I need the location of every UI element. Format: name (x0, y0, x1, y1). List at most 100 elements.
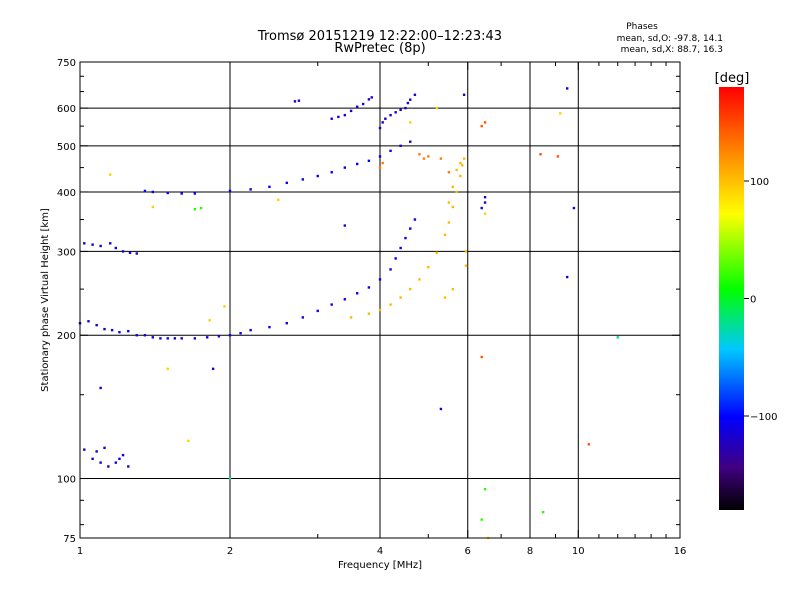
x-tick-label: 8 (527, 546, 533, 557)
colorbar-tick-label: 100 (750, 177, 769, 188)
data-point (166, 191, 169, 195)
data-point (539, 153, 542, 156)
data-point (109, 173, 112, 176)
data-point (367, 312, 371, 315)
data-point (451, 287, 455, 291)
x-tick-label: 4 (377, 546, 383, 557)
data-point (394, 257, 397, 260)
data-point (389, 113, 392, 117)
data-point (418, 153, 421, 156)
data-point (435, 106, 438, 110)
data-point (399, 108, 402, 112)
data-point (435, 251, 438, 255)
data-point (228, 334, 232, 337)
data-point (464, 250, 468, 253)
data-point (413, 218, 417, 221)
data-point (337, 115, 340, 119)
data-point (277, 198, 280, 202)
data-point (565, 87, 569, 90)
data-point (127, 329, 130, 333)
colorbar-tick-label: 0 (750, 295, 756, 306)
data-point (370, 96, 373, 99)
data-point (193, 337, 197, 340)
data-point (556, 155, 560, 158)
data-point (480, 124, 483, 128)
data-point (151, 336, 155, 339)
data-point (151, 205, 155, 209)
x-tick-label: 16 (674, 546, 687, 557)
data-point (285, 321, 288, 325)
plot-frame (79, 61, 681, 539)
data-points (78, 87, 619, 540)
data-point (349, 109, 353, 113)
data-point (127, 465, 130, 468)
data-point (95, 450, 98, 453)
x-tick-label: 1 (77, 546, 83, 557)
data-point (223, 305, 226, 308)
data-point (173, 337, 177, 340)
data-point (343, 166, 347, 169)
data-point (316, 309, 319, 313)
data-point (135, 334, 138, 337)
data-point (409, 140, 412, 143)
data-point (199, 206, 203, 210)
y-tick-label: 600 (57, 104, 76, 115)
data-point (483, 121, 487, 124)
data-point (249, 188, 252, 191)
data-point (121, 453, 125, 457)
data-point (404, 106, 407, 110)
data-point (381, 161, 384, 165)
data-point (110, 328, 114, 332)
colorbar-label: [deg] (715, 71, 750, 86)
data-point (378, 126, 382, 130)
y-tick-label: 300 (57, 247, 76, 258)
data-point (114, 461, 118, 464)
data-point (293, 100, 297, 103)
data-point (187, 439, 190, 443)
data-point (399, 296, 402, 299)
data-point (443, 233, 447, 237)
data-point (330, 171, 333, 174)
data-point (91, 457, 94, 461)
data-point (91, 243, 94, 246)
data-point (378, 278, 382, 281)
data-point (572, 206, 576, 210)
data-point (459, 174, 462, 178)
data-point (378, 166, 382, 169)
data-point (367, 286, 371, 289)
data-point (399, 246, 402, 250)
data-point (268, 325, 271, 329)
data-point (99, 386, 102, 390)
y-tick-label: 750 (57, 58, 76, 69)
y-tick-label: 200 (57, 331, 76, 342)
stats-line-x: mean, sd,X: 88.7, 16.3 (621, 45, 723, 55)
data-point (180, 192, 183, 195)
data-point (462, 157, 466, 160)
data-point (483, 212, 487, 215)
data-point (107, 465, 110, 468)
data-point (151, 190, 155, 194)
data-point (355, 162, 359, 166)
data-point (422, 157, 426, 160)
x-tick-label: 10 (572, 546, 585, 557)
y-tick-label: 75 (63, 534, 76, 545)
stats-line-o: mean, sd,O: -97.8, 14.1 (617, 34, 723, 44)
data-point (447, 171, 451, 174)
x-tick-label: 2 (227, 546, 233, 557)
data-point (559, 112, 562, 115)
data-point (249, 328, 252, 332)
data-point (394, 111, 397, 114)
data-point (343, 224, 347, 227)
data-point (367, 98, 371, 101)
data-point (367, 159, 371, 163)
data-point (316, 174, 319, 178)
data-point (128, 251, 132, 255)
data-point (83, 242, 86, 245)
data-point (483, 487, 487, 491)
data-point (166, 337, 169, 340)
data-point (406, 101, 410, 105)
data-point (409, 287, 412, 291)
data-point (389, 268, 392, 271)
data-point (565, 275, 569, 279)
